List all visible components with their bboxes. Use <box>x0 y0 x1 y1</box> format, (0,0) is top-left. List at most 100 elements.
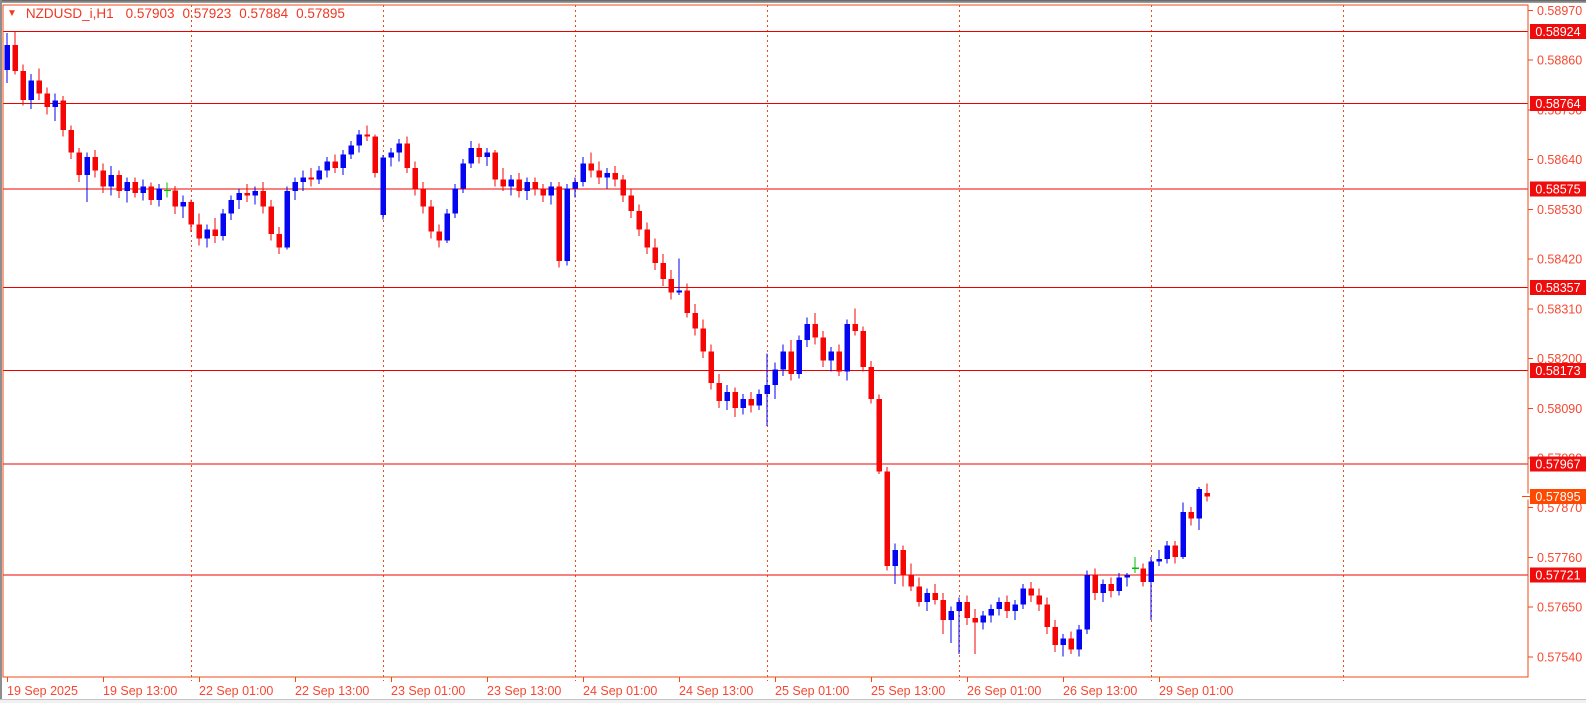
candle-body <box>116 175 122 191</box>
candle-body <box>916 586 922 603</box>
level-badge-label: 0.58764 <box>1535 97 1580 111</box>
candle-body <box>292 181 298 191</box>
level-price-badge <box>1530 181 1586 197</box>
candle-body <box>852 324 858 331</box>
time-tick-label: 22 Sep 13:00 <box>295 684 369 698</box>
symbol-timeframe-label: NZDUSD_i,H1 <box>25 6 114 21</box>
candle-body <box>788 351 794 374</box>
time-tick-label: 19 Sep 13:00 <box>103 684 177 698</box>
price-tick-label: 0.57540 <box>1537 650 1582 664</box>
candle-body <box>332 161 338 169</box>
candle-body <box>308 177 314 180</box>
candle-body <box>1196 489 1202 519</box>
candle-body <box>892 550 898 567</box>
quote-open: 0.57903 <box>125 6 175 21</box>
time-tick-label: 29 Sep 01:00 <box>1159 684 1233 698</box>
level-price-badge <box>1530 456 1586 472</box>
price-tick-label: 0.58090 <box>1537 402 1582 416</box>
candle-body <box>932 593 938 600</box>
price-tick-label: 0.58200 <box>1537 352 1582 366</box>
price-tick-label: 0.57870 <box>1537 501 1582 515</box>
candle-wick <box>1150 556 1152 621</box>
window-bottom-border <box>0 699 1586 703</box>
candle-body <box>508 179 514 187</box>
candle-body <box>300 177 306 182</box>
candle-body <box>92 156 98 171</box>
candle-body <box>460 163 466 189</box>
level-badge-label: 0.58357 <box>1535 281 1580 295</box>
candle-body <box>100 170 106 187</box>
quote-high: 0.57923 <box>182 6 232 21</box>
candle-body <box>620 179 626 196</box>
chart-title: ▼ NZDUSD_i,H1 0.57903 0.57923 0.57884 0.… <box>7 6 353 21</box>
candle-body <box>796 340 802 374</box>
level-price-badge <box>1530 567 1586 583</box>
candle-body <box>724 391 730 402</box>
candle-body <box>60 100 66 130</box>
level-price-badge <box>1530 363 1586 379</box>
level-badge-label: 0.58575 <box>1535 183 1580 197</box>
time-tick-label: 24 Sep 13:00 <box>679 684 753 698</box>
candle-body <box>196 224 202 239</box>
day-separators <box>191 5 1344 681</box>
price-tick-label: 0.58420 <box>1537 253 1582 267</box>
candle-body <box>244 193 250 196</box>
candle-body <box>780 351 786 370</box>
candle-body <box>1180 511 1186 557</box>
candle-body <box>1036 595 1042 605</box>
candle-body <box>148 186 154 200</box>
candle-body <box>44 93 50 108</box>
candle-body <box>572 181 578 189</box>
candle-body <box>612 172 618 180</box>
candle-body <box>548 186 554 196</box>
candle-body <box>428 206 434 232</box>
candle-body <box>540 188 546 196</box>
time-tick-label: 24 Sep 01:00 <box>583 684 657 698</box>
candle-body <box>380 157 386 215</box>
chart-frame <box>2 4 1529 678</box>
price-tick-label: 0.58860 <box>1537 54 1582 68</box>
candle-body <box>140 186 146 194</box>
candle-body <box>1124 575 1130 578</box>
candle-body <box>1204 492 1210 497</box>
level-price-badge <box>1530 96 1586 112</box>
candle-body <box>740 398 746 408</box>
candle-body <box>1108 584 1114 591</box>
candle-body <box>388 152 394 158</box>
candle-body <box>284 190 290 248</box>
candle-body <box>1028 588 1034 596</box>
candle-body <box>692 312 698 329</box>
candle-body <box>1012 604 1018 612</box>
time-tick-label: 25 Sep 13:00 <box>871 684 945 698</box>
candle-body <box>1172 545 1178 557</box>
level-badge-label: 0.58173 <box>1535 364 1580 378</box>
price-tick-label: 0.58970 <box>1537 4 1582 18</box>
candle-body <box>844 324 850 372</box>
candle-body <box>204 229 210 239</box>
time-axis[interactable]: 19 Sep 2025 19 Sep 13:00 22 Sep 01:00 22 Se… <box>7 677 1233 698</box>
candle-body <box>556 186 562 261</box>
candle-body <box>324 161 330 171</box>
candle-wick <box>678 258 680 295</box>
candle-body <box>404 143 410 169</box>
candle-body <box>900 550 906 576</box>
candle-body <box>124 181 130 191</box>
candle-body <box>988 608 994 616</box>
level-price-badge <box>1530 280 1586 296</box>
candle-body <box>1084 575 1090 630</box>
time-tick-label: 23 Sep 01:00 <box>391 684 465 698</box>
candle-body <box>564 188 570 261</box>
candle-wick <box>606 168 608 189</box>
candle-body <box>188 202 194 225</box>
level-price-badge <box>1530 23 1586 39</box>
candle-body <box>532 181 538 189</box>
candle-body <box>84 156 90 176</box>
candle-body <box>444 213 450 241</box>
candle-body <box>940 599 946 621</box>
candle-body <box>732 391 738 408</box>
candle-body <box>268 206 274 234</box>
candle-wick <box>366 125 368 142</box>
candle-body <box>452 188 458 214</box>
